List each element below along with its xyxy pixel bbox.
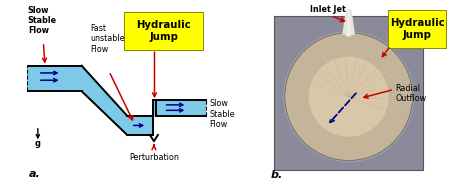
FancyBboxPatch shape <box>124 12 203 50</box>
Polygon shape <box>27 66 82 91</box>
Circle shape <box>309 57 389 137</box>
Polygon shape <box>127 116 153 135</box>
Text: Perturbation: Perturbation <box>129 153 179 162</box>
Polygon shape <box>82 66 127 135</box>
FancyBboxPatch shape <box>274 16 423 170</box>
Polygon shape <box>342 9 355 35</box>
Text: g: g <box>35 139 41 148</box>
FancyBboxPatch shape <box>388 10 446 48</box>
Polygon shape <box>346 9 351 36</box>
Text: Hydraulic
Jump: Hydraulic Jump <box>137 20 191 42</box>
Text: Radial
Outflow: Radial Outflow <box>395 84 426 103</box>
Polygon shape <box>155 100 156 116</box>
Text: Slow
Stable
Flow: Slow Stable Flow <box>209 99 235 129</box>
Text: Inlet Jet: Inlet Jet <box>310 5 346 14</box>
Text: a.: a. <box>29 169 40 179</box>
Polygon shape <box>153 100 155 135</box>
Text: Slow
Stable
Flow: Slow Stable Flow <box>28 6 57 35</box>
Text: Hydraulic
Jump: Hydraulic Jump <box>390 18 444 40</box>
Circle shape <box>285 33 412 161</box>
Circle shape <box>283 31 414 162</box>
Text: b.: b. <box>270 170 283 180</box>
Text: Fast
unstable
Flow: Fast unstable Flow <box>91 24 125 54</box>
Polygon shape <box>156 100 206 116</box>
